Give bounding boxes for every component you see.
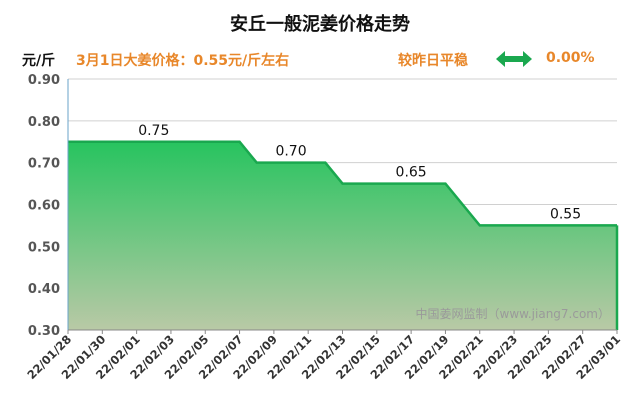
price-area [68, 141, 617, 330]
unit-label: 元/斤 [22, 53, 56, 69]
trend-value: 0.00% [546, 50, 595, 66]
trend-text: 较昨日平稳 [398, 53, 468, 69]
double-arrow-icon [496, 51, 532, 67]
price-line [68, 140, 617, 227]
y-tick-label: 0.60 [28, 199, 60, 214]
data-label: 0.55 [550, 206, 581, 222]
today-price-text: 3月1日大姜价格：0.55元/斤左右 [76, 53, 290, 69]
y-tick-label: 0.80 [28, 115, 60, 130]
data-label: 0.65 [396, 165, 427, 181]
y-tick-label: 0.50 [28, 240, 60, 255]
y-tick-label: 0.90 [28, 73, 60, 88]
y-tick-label: 0.30 [28, 324, 60, 339]
chart-title: 安丘一般泥姜价格走势 [230, 14, 410, 35]
watermark: 中国姜网监制（www.jiang7.com） [416, 306, 610, 321]
y-tick-label: 0.40 [28, 282, 60, 297]
data-label: 0.75 [138, 123, 169, 139]
y-tick-label: 0.70 [28, 157, 60, 172]
data-label: 0.70 [275, 144, 306, 160]
